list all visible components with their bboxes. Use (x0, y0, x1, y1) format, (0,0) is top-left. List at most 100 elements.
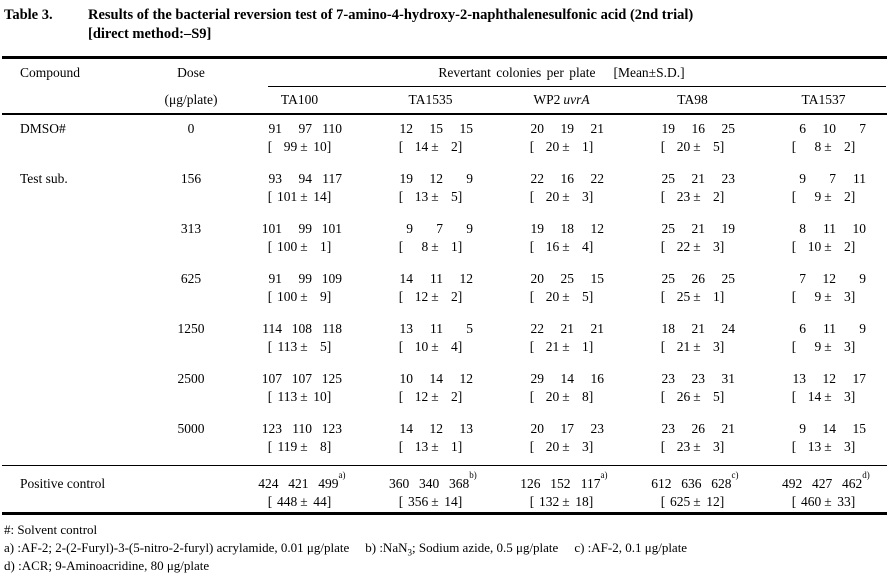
strain-cell-ta1537: 7 12 9 [9 ±3] (758, 270, 889, 315)
footnote-b: b) :NaN3; Sodium azide, 0.5 μg/plate (365, 540, 559, 558)
plate-counts: 19 18 12 (530, 221, 605, 236)
mean-sd: [100 ±9] (267, 289, 332, 304)
plate-counts: 10 14 12 (399, 371, 474, 386)
mean-sd: [9 ±3] (791, 339, 856, 354)
mean-sd: [10 ±2] (791, 239, 856, 254)
strain-header-ta1537: TA1537 (801, 92, 846, 107)
compound-cell (0, 270, 148, 315)
mean-sd: [22 ±3] (660, 239, 725, 254)
mean-sd: [119 ±8] (267, 439, 332, 454)
footnote-marker: b) (469, 470, 477, 480)
strain-cell-ta1537: 13 12 17 [14 ±3] (758, 370, 889, 415)
strain-cell-ta100: 123 110 123 [119 ±8] (234, 420, 365, 465)
mean-sd: [101 ±14] (267, 189, 332, 204)
mean-sd: [9 ±2] (791, 189, 856, 204)
table-row: 625 91 99 109 [100 ±9] 14 11 12 [12 ±2] 20 25 15… (0, 265, 889, 315)
header-row-2: (μg/plate) TA100 TA1535 WP2 uvrA TA98 TA1… (0, 87, 889, 113)
footnote-marker: c) (731, 470, 739, 480)
mean-sd: [9 ±3] (791, 289, 856, 304)
mean-sd: [16 ±4] (529, 239, 594, 254)
strain-cell-ta1537: 492 427 462 d) [460 ±33] (758, 470, 889, 512)
strain-cell-ta1535: 360 340 368 b) [356 ±14] (365, 470, 496, 512)
strain-cell-ta98: 612 636 628 c) [625 ±12] (627, 470, 758, 512)
strain-cell-ta98: 19 16 25 [20 ±5] (627, 120, 758, 165)
dose-cell: 1250 (177, 321, 205, 336)
strain-cell-ta100: 91 97 110 [99 ±10] (234, 120, 365, 165)
plate-counts: 91 97 110 (268, 121, 343, 136)
mean-sd: [20 ±5] (529, 289, 594, 304)
positive-control-top-rule (2, 465, 887, 466)
table-row: 1250 114 108 118 [113 ±5] 13 11 5 [10 ±4] 22 21… (0, 315, 889, 365)
mean-sd: [13 ±5] (398, 189, 463, 204)
table-body: DMSO# 0 91 97 110 [99 ±10] 12 15 15 [14 ±2] 20… (0, 115, 889, 465)
title-line1: Results of the bacterial reversion test … (88, 7, 694, 23)
plate-counts: 6 11 9 (799, 321, 866, 336)
dose-cell: 2500 (177, 371, 205, 386)
mean-sd: [132 ±18] (529, 494, 594, 509)
mean-sd-header: [Mean±S.D.] (613, 64, 685, 80)
mean-sd: [20 ±1] (529, 139, 594, 154)
plate-counts: 360 340 368 b) (389, 470, 477, 492)
top-rule (2, 56, 887, 59)
mean-sd: [21 ±3] (660, 339, 725, 354)
mean-sd: [625 ±12] (660, 494, 725, 509)
plate-counts: 25 26 25 (661, 271, 736, 286)
dose-cell: 313 (180, 221, 202, 236)
strain-cell-wp2uvra: 20 17 23 [20 ±3] (496, 420, 627, 465)
strain-cell-ta1535: 14 12 13 [13 ±1] (365, 420, 496, 465)
table-row: 5000 123 110 123 [119 ±8] 14 12 13 [13 ±1] 20 1… (0, 415, 889, 465)
mean-sd: [8 ±2] (791, 139, 856, 154)
dose-cell: 625 (180, 271, 202, 286)
strain-cell-ta1535: 19 12 9 [13 ±5] (365, 170, 496, 215)
mean-sd: [20 ±3] (529, 189, 594, 204)
plate-counts: 22 21 21 (530, 321, 605, 336)
plate-counts: 123 110 123 (261, 421, 342, 436)
strain-cell-wp2uvra: 22 16 22 [20 ±3] (496, 170, 627, 215)
mean-sd: [100 ±1] (267, 239, 332, 254)
plate-counts: 13 11 5 (399, 321, 474, 336)
plate-counts: 114 108 118 (262, 321, 342, 336)
compound-cell (0, 420, 148, 465)
plate-counts: 8 11 10 (799, 221, 866, 236)
strain-header-wp2uvra: WP2 uvrA (533, 92, 590, 107)
positive-control-section: Positive control 424 421 499 a) [448 ±44] 36… (0, 466, 889, 512)
strain-cell-ta98: 25 21 23 [23 ±2] (627, 170, 758, 215)
strain-cell-ta1535: 14 11 12 [12 ±2] (365, 270, 496, 315)
strain-cell-wp2uvra: 22 21 21 [21 ±1] (496, 320, 627, 365)
plate-counts: 25 21 19 (661, 221, 736, 236)
mean-sd: [13 ±1] (398, 439, 463, 454)
mean-sd: [8 ±1] (398, 239, 463, 254)
compound-cell: Test sub. (20, 171, 68, 186)
footnote-marker: a) (600, 470, 608, 480)
revertant-colonies-header: Revertant colonies per plate [Mean±S.D.] (438, 64, 685, 80)
strain-cell-ta98: 18 21 24 [21 ±3] (627, 320, 758, 365)
plate-counts: 6 10 7 (799, 121, 866, 136)
plate-counts: 9 14 15 (799, 421, 866, 436)
dose-header: Dose (177, 64, 205, 80)
compound-cell (0, 320, 148, 365)
plate-counts: 126 152 117 a) (520, 470, 608, 492)
strain-cell-ta1535: 10 14 12 [12 ±2] (365, 370, 496, 415)
strain-cell-ta100: 424 421 499 a) [448 ±44] (234, 471, 365, 512)
compound-header: Compound (20, 64, 81, 80)
plate-counts: 19 12 9 (399, 171, 474, 186)
mean-sd: [10 ±4] (398, 339, 463, 354)
plate-counts: 23 26 21 (661, 421, 736, 436)
mean-sd: [12 ±2] (398, 389, 463, 404)
dose-cell: 0 (187, 121, 195, 136)
plate-counts: 20 25 15 (530, 271, 605, 286)
plate-counts: 14 12 13 (399, 421, 474, 436)
strain-cell-wp2uvra: 20 25 15 [20 ±5] (496, 270, 627, 315)
plate-counts: 492 427 462 d) (782, 470, 870, 492)
mean-sd: [23 ±3] (660, 439, 725, 454)
dose-unit-header: (μg/plate) (164, 92, 218, 107)
mean-sd: [113 ±10] (267, 389, 332, 404)
plate-counts: 20 17 23 (530, 421, 605, 436)
mean-sd: [99 ±10] (267, 139, 332, 154)
strain-header-ta1535: TA1535 (408, 92, 453, 107)
plate-counts: 13 12 17 (792, 371, 867, 386)
